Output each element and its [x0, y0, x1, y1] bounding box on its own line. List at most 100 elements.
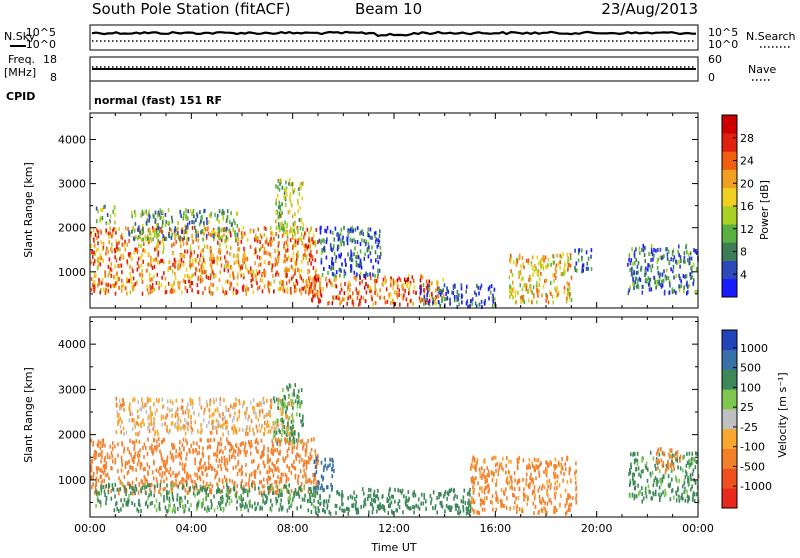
velocity-cell [233, 449, 235, 453]
power-cell [371, 246, 373, 250]
velocity-cell [277, 458, 279, 462]
power-cell [413, 279, 415, 283]
velocity-cell [146, 410, 148, 414]
velocity-cell [179, 447, 181, 451]
velocity-cell [130, 412, 132, 416]
power-cell [210, 254, 212, 258]
velocity-cell [455, 504, 457, 508]
velocity-cell [690, 487, 692, 491]
velocity-cell [191, 431, 193, 435]
velocity-cell [271, 451, 273, 455]
velocity-cell [661, 459, 663, 463]
velocity-cell [331, 468, 333, 472]
velocity-cell [642, 469, 644, 473]
velocity-cell [514, 471, 516, 475]
power-cell [591, 267, 593, 271]
power-cell [318, 291, 320, 295]
power-cell [386, 287, 388, 291]
velocity-cell [236, 444, 238, 448]
power-cell [678, 284, 680, 288]
velocity-cell [273, 473, 275, 477]
velocity-cell [135, 432, 137, 436]
power-cell [174, 226, 176, 230]
velocity-cell [298, 434, 300, 438]
velocity-cell [122, 398, 124, 402]
velocity-cell [115, 483, 117, 487]
power-cell [666, 276, 668, 280]
velocity-cell [227, 461, 229, 465]
velocity-cell [318, 500, 320, 504]
power-cell [188, 237, 190, 241]
power-cell [166, 237, 168, 241]
velocity-cell [253, 459, 255, 463]
power-cell [209, 248, 211, 252]
power-cell [332, 295, 334, 299]
velocity-cell [387, 497, 389, 501]
power-cell [379, 296, 381, 300]
velocity-cell [279, 508, 281, 512]
velocity-cell [351, 504, 353, 508]
power-cell [684, 256, 686, 260]
power-cell [330, 281, 332, 285]
velocity-cell [448, 506, 450, 510]
velocity-cell [506, 456, 508, 460]
velocity-cell [431, 497, 433, 501]
velocity-cell [288, 477, 290, 481]
velocity-cell [223, 422, 225, 426]
velocity-cell [300, 505, 302, 509]
velocity-cell [523, 498, 525, 502]
velocity-cell [257, 403, 259, 407]
power-cell [229, 220, 231, 224]
velocity-cell [409, 507, 411, 511]
velocity-cell [190, 402, 192, 406]
power-cell [169, 221, 171, 225]
velocity-cell [463, 509, 465, 513]
velocity-cell [101, 450, 103, 454]
power-cell [654, 281, 656, 285]
velocity-cell [293, 401, 295, 405]
power-cell [131, 280, 133, 284]
power-cell [678, 274, 680, 278]
power-cell [100, 253, 102, 257]
velocity-cell [276, 480, 278, 484]
power-cell [156, 246, 158, 250]
power-cell [215, 274, 217, 278]
velocity-cell [523, 458, 525, 462]
power-cell [398, 277, 400, 281]
velocity-cell [635, 468, 637, 472]
power-cell [270, 226, 272, 230]
power-cell [282, 288, 284, 292]
velocity-cell [203, 486, 205, 490]
power-cell [91, 261, 93, 265]
power-cell [127, 243, 129, 247]
velocity-cell [463, 495, 465, 499]
velocity-cell [300, 405, 302, 409]
velocity-cell [132, 468, 134, 472]
velocity-cell [342, 494, 344, 498]
velocity-cell [326, 500, 328, 504]
noise-sky-line [92, 32, 696, 36]
power-cell [183, 231, 185, 235]
power-cell [158, 213, 160, 217]
velocity-cell [647, 479, 649, 483]
velocity-cell [160, 493, 162, 497]
velocity-cell [313, 494, 315, 498]
velocity-cell [289, 416, 291, 420]
velocity-cell [529, 485, 531, 489]
velocity-cell [283, 420, 285, 424]
power-cell [174, 289, 176, 293]
velocity-cell [218, 489, 220, 493]
velocity-cell [133, 418, 135, 422]
power-cell [520, 283, 522, 287]
velocity-cell [212, 466, 214, 470]
velocity-cell [408, 498, 410, 502]
power-cell [655, 286, 657, 290]
power-cell [680, 259, 682, 263]
power-cell [434, 297, 436, 301]
power-cell [343, 241, 345, 245]
power-cell [557, 293, 559, 297]
power-cell [106, 221, 108, 225]
power-cell [568, 258, 570, 262]
velocity-cell [100, 486, 102, 490]
velocity-cell [513, 494, 515, 498]
